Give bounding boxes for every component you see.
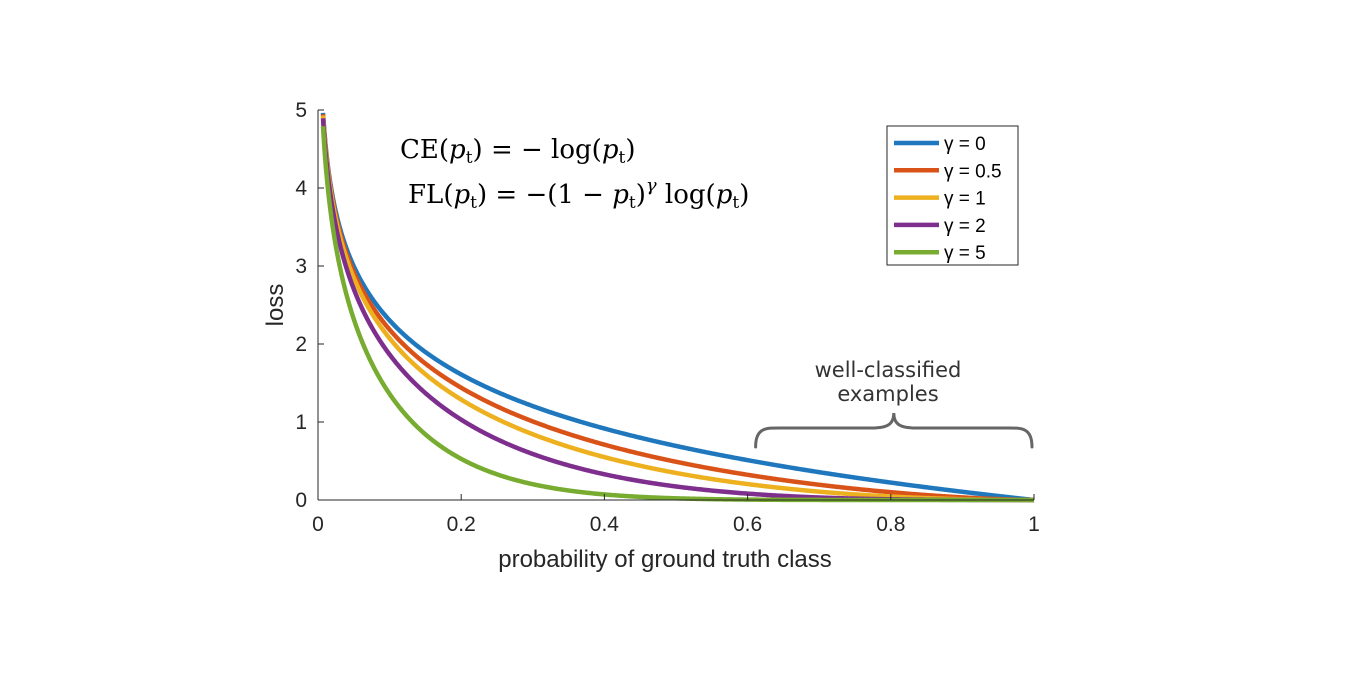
x-tick-label: 0.6 — [733, 513, 762, 536]
ce-formula: CE(pt) = − log(pt) — [400, 135, 635, 168]
legend-label: γ = 0.5 — [944, 161, 1002, 182]
x-tick-label: 0.8 — [876, 513, 905, 536]
well-classified-bracket — [754, 412, 1034, 449]
axes — [317, 110, 1034, 501]
legend-box — [886, 125, 1019, 266]
y-tick-label: 5 — [295, 99, 307, 122]
series-lines — [320, 112, 1035, 503]
legend-label: γ = 1 — [944, 189, 986, 210]
series-line-1 — [320, 114, 1035, 503]
bracket-label-line1: well-classified — [815, 358, 962, 382]
legend-label: γ = 0 — [944, 134, 986, 155]
fl-formula: FL(pt) = −(1 − pt)γ log(pt) — [408, 175, 749, 213]
y-tick-label: 4 — [295, 177, 307, 200]
x-tick-label: 0.4 — [590, 513, 620, 536]
ce-formula-lhs: CE — [400, 135, 439, 165]
y-tick-label: 0 — [295, 489, 307, 512]
x-ticks: 0 0.2 0.4 0.6 0.8 1 — [312, 494, 1040, 536]
x-tick-label: 1 — [1028, 513, 1040, 536]
legend-label: γ = 5 — [944, 243, 986, 264]
ce-formula-rhs: = − log( — [491, 135, 602, 165]
y-axis-label: loss — [262, 284, 289, 327]
bracket-label-line2: examples — [837, 382, 938, 406]
y-ticks: 0 1 2 3 4 5 — [295, 99, 324, 512]
y-tick-label: 3 — [295, 255, 307, 278]
series-line-0 — [320, 112, 1035, 503]
y-tick-label: 2 — [295, 333, 307, 356]
legend-label: γ = 2 — [944, 216, 986, 237]
y-tick-label: 1 — [295, 411, 307, 434]
x-tick-label: 0 — [312, 513, 324, 536]
x-tick-label: 0.2 — [447, 513, 476, 536]
x-axis-label: probability of ground truth class — [498, 546, 832, 573]
legend: γ = 0 γ = 0.5 γ = 1 γ = 2 γ = 5 — [886, 125, 1019, 266]
